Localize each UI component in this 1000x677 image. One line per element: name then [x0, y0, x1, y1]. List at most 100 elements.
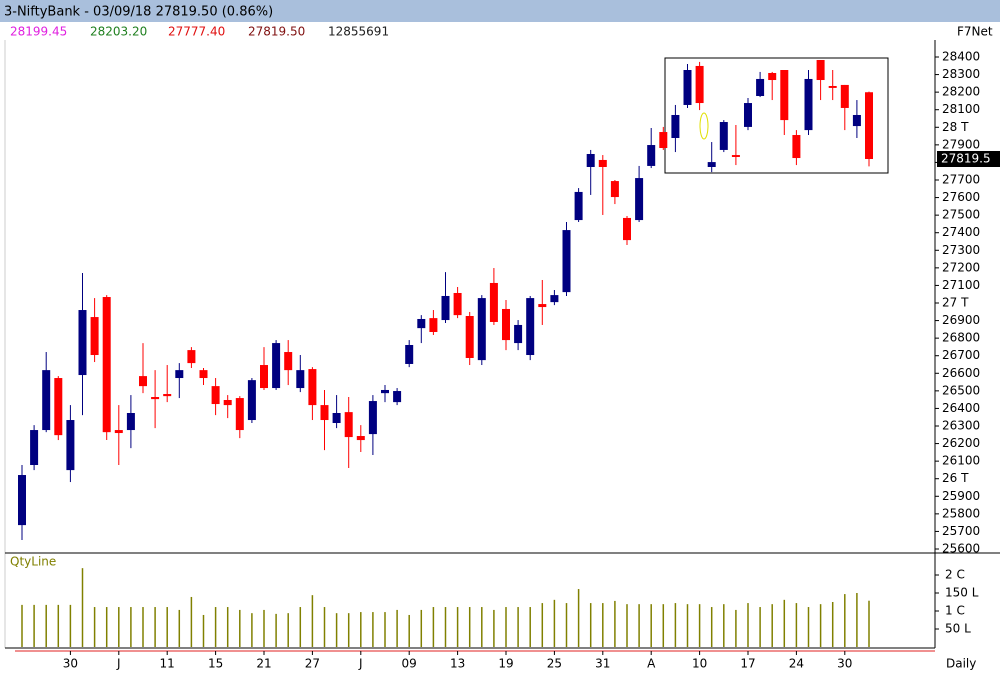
- candle-body: [586, 153, 595, 167]
- candle-body: [453, 292, 462, 316]
- candle-body: [18, 475, 26, 526]
- candle-body: [695, 65, 704, 104]
- candle-body: [223, 399, 232, 406]
- y-tick-label: 26400: [942, 401, 980, 415]
- volume-tick-label: 50 L: [945, 622, 971, 636]
- candle-body: [139, 376, 147, 387]
- y-tick-label: 27 T: [942, 296, 969, 310]
- candle-body: [852, 114, 861, 127]
- y-tick-label: 25900: [942, 489, 980, 503]
- candle-body: [671, 114, 680, 139]
- close-value: 27819.50: [248, 25, 305, 39]
- title-bar: [0, 0, 1000, 22]
- candle-body: [780, 70, 789, 121]
- x-tick-label: J: [358, 657, 363, 671]
- volume-tick-label: 2 C: [945, 568, 965, 582]
- candle-body: [54, 378, 63, 436]
- candle-body: [296, 370, 305, 389]
- candle-body: [489, 282, 498, 322]
- candle-body: [635, 178, 644, 221]
- y-tick-label: 25800: [942, 506, 980, 520]
- candle-body: [66, 420, 75, 471]
- y-tick-label: 27200: [942, 260, 980, 274]
- y-tick-label: 25700: [942, 524, 980, 538]
- candle-body: [151, 397, 160, 400]
- candle-body: [393, 391, 402, 403]
- x-tick-label: 30: [63, 657, 78, 671]
- candle-body: [417, 318, 426, 329]
- y-tick-label: 27300: [942, 243, 980, 257]
- x-tick-label: 31: [595, 657, 610, 671]
- last-price-label: 27819.5: [941, 152, 991, 166]
- marker: [699, 112, 709, 140]
- candle-body: [865, 92, 873, 160]
- y-tick-label: 27100: [942, 278, 980, 292]
- candle-body: [381, 389, 389, 394]
- candle-body: [828, 85, 837, 88]
- candle-body: [550, 295, 559, 303]
- candle-body: [840, 84, 849, 108]
- candle-body: [768, 72, 777, 81]
- candle-body: [272, 343, 281, 389]
- y-tick-label: 28200: [942, 85, 980, 99]
- volume-panel-label: QtyLine: [10, 555, 56, 569]
- candle-body: [683, 70, 692, 105]
- y-tick-label: 26600: [942, 366, 980, 380]
- y-tick-label: 27900: [942, 137, 980, 151]
- candle-body: [623, 217, 631, 241]
- candle-body: [163, 394, 172, 397]
- y-tick-label: 27600: [942, 190, 980, 204]
- y-tick-label: 26500: [942, 383, 980, 397]
- candle-body: [308, 369, 317, 406]
- y-tick-label: 28100: [942, 102, 980, 116]
- x-tick-label: 21: [256, 657, 271, 671]
- y-tick-label: 26 T: [942, 471, 969, 485]
- candle-body: [562, 230, 571, 293]
- chart-title: 3-NiftyBank - 03/09/18 27819.50 (0.86%): [4, 5, 273, 20]
- candle-body: [574, 191, 583, 221]
- x-tick-label: 11: [160, 657, 175, 671]
- candle-body: [804, 78, 813, 131]
- candle-body: [756, 78, 765, 97]
- candle-body: [792, 135, 801, 159]
- candle-body: [247, 380, 256, 421]
- y-tick-label: 26300: [942, 419, 980, 433]
- candle-body: [719, 122, 728, 150]
- candle-body: [199, 370, 208, 379]
- x-tick-label: 13: [450, 657, 465, 671]
- y-tick-label: 26800: [942, 331, 980, 345]
- candle-body: [126, 412, 135, 431]
- x-tick-label: 24: [789, 657, 804, 671]
- open-value: 28199.45: [10, 25, 67, 39]
- candle-body: [647, 145, 656, 166]
- candle-body: [175, 370, 184, 379]
- candle-body: [30, 430, 39, 466]
- candle-body: [465, 316, 474, 358]
- x-tick-label: 27: [305, 657, 320, 671]
- annotation-box: [664, 57, 889, 174]
- y-tick-label: 27700: [942, 173, 980, 187]
- candle-body: [441, 295, 450, 321]
- candle-body: [538, 304, 547, 308]
- x-tick-label: J: [116, 657, 121, 671]
- x-tick-label: 15: [208, 657, 223, 671]
- candle-body: [514, 324, 523, 344]
- y-tick-label: 27500: [942, 208, 980, 222]
- x-tick-label: 19: [498, 657, 513, 671]
- candle-body: [731, 155, 740, 157]
- y-tick-label: 28400: [942, 50, 980, 64]
- candle-body: [477, 298, 486, 361]
- high-value: 28203.20: [90, 25, 147, 39]
- candle-body: [332, 412, 341, 424]
- candle-body: [816, 59, 825, 81]
- candle-body: [429, 318, 438, 332]
- y-tick-label: 25600: [942, 542, 980, 556]
- candle-body: [526, 298, 535, 356]
- candle-body: [284, 352, 293, 371]
- x-tick-label: 09: [402, 657, 417, 671]
- candle-body: [405, 344, 414, 364]
- source-label: F7Net: [957, 25, 993, 39]
- candle-body: [211, 386, 220, 405]
- y-tick-label: 28 T: [942, 120, 969, 134]
- x-tick-label: 17: [740, 657, 755, 671]
